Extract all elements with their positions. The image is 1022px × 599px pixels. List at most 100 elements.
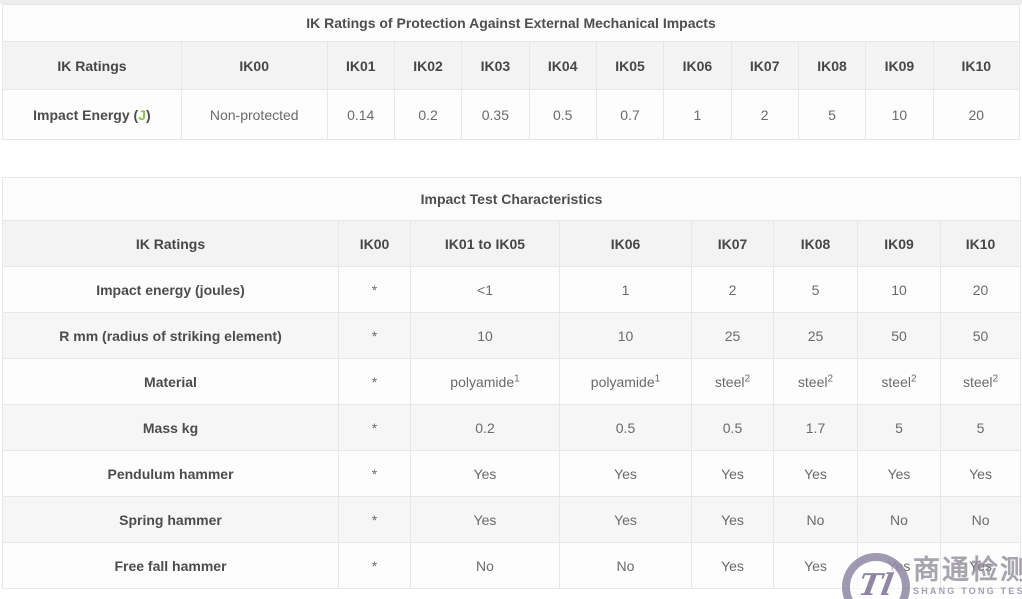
value-cell: 25 — [691, 312, 774, 359]
value-cell: <1 — [410, 266, 560, 313]
value-cell: polyamide1 — [410, 358, 560, 405]
header-cell: IK01 to IK05 — [410, 220, 560, 267]
value-cell: 1 — [559, 266, 692, 313]
row-label: Free fall hammer — [2, 542, 339, 589]
cell-text: polyamide — [450, 373, 515, 390]
value-cell: 20 — [932, 89, 1021, 140]
value-cell: 50 — [857, 312, 941, 359]
value-cell: 0.2 — [393, 89, 463, 140]
header-cell: IK09 — [865, 41, 934, 90]
value-cell: 20 — [939, 266, 1022, 313]
page-top-strip — [0, 0, 1022, 4]
ik-ratings-table: IK Ratings of Protection Against Externa… — [2, 4, 1021, 140]
header-cell: IK02 — [393, 41, 463, 90]
header-cell: IK10 — [932, 41, 1021, 90]
value-cell: * — [338, 542, 411, 589]
value-cell: steel2 — [939, 358, 1022, 405]
value-cell: Non-protected — [180, 89, 328, 140]
value-cell: 0.5 — [559, 404, 692, 451]
cell-text: steel — [714, 373, 745, 390]
cell-text: polyamide — [590, 373, 655, 390]
header-cell: IK08 — [797, 41, 867, 90]
table-row: Impact Energy (J) Non-protected 0.14 0.2 0.3… — [2, 89, 1021, 140]
value-cell: steel2 — [857, 358, 941, 405]
table2-header-row: IK Ratings IK00 IK01 to IK05 IK06 IK07 IK08 IK… — [2, 220, 1022, 267]
value-cell: 10 — [865, 89, 934, 140]
header-cell: IK09 — [857, 220, 941, 267]
value-cell: Yes — [559, 450, 692, 497]
header-cell: IK03 — [461, 41, 530, 90]
value-cell: 1 — [663, 89, 732, 140]
value-cell: * — [338, 266, 411, 313]
table-row: Impact energy (joules) * <1 1 2 5 10 20 — [2, 266, 1022, 313]
value-cell: No — [857, 496, 941, 543]
accent-text: J — [138, 106, 146, 123]
value-cell: 5 — [773, 266, 858, 313]
value-cell: No — [939, 496, 1022, 543]
cell-text: steel — [797, 373, 828, 390]
value-cell: No — [410, 542, 560, 589]
value-cell: * — [338, 312, 411, 359]
row-label: R mm (radius of striking element) — [2, 312, 339, 359]
value-cell: Yes — [691, 496, 774, 543]
value-cell: Yes — [559, 496, 692, 543]
value-cell: Yes — [773, 542, 858, 589]
value-cell: * — [338, 358, 411, 405]
value-cell: 1.7 — [773, 404, 858, 451]
header-cell: IK07 — [691, 220, 774, 267]
value-cell: Yes — [691, 542, 774, 589]
row-label: Impact Energy (J) — [2, 89, 182, 140]
value-cell: 10 — [559, 312, 692, 359]
table1-title: IK Ratings of Protection Against Externa… — [2, 4, 1020, 42]
value-cell: 2 — [730, 89, 799, 140]
table-row: R mm (radius of striking element) * 10 10 25… — [2, 312, 1022, 359]
footnote-marker: 1 — [514, 372, 520, 384]
value-cell: Yes — [773, 450, 858, 497]
footnote-marker: 1 — [654, 372, 661, 384]
header-cell: IK10 — [939, 220, 1022, 267]
header-cell: IK05 — [595, 41, 665, 90]
header-cell: IK Ratings — [2, 41, 182, 90]
value-cell: No — [559, 542, 692, 589]
impact-test-characteristics-table: Impact Test Characteristics IK Ratings IK… — [1, 177, 1022, 589]
header-cell: IK06 — [559, 220, 692, 267]
value-cell: Yes — [857, 450, 941, 497]
value-cell: steel2 — [773, 358, 858, 405]
cell-text: steel — [962, 373, 993, 390]
value-cell: Yes — [939, 450, 1022, 497]
value-cell: Yes — [691, 450, 774, 497]
table2-body: Impact energy (joules) * <1 1 2 5 10 20 R mm (ra… — [2, 266, 1022, 589]
table2-title-row: Impact Test Characteristics — [1, 177, 1022, 221]
header-cell: IK07 — [730, 41, 799, 90]
value-cell: 5 — [939, 404, 1022, 451]
footnote-marker: 2 — [911, 372, 917, 384]
table2-title: Impact Test Characteristics — [1, 177, 1022, 221]
table-row: Mass kg * 0.2 0.5 0.5 1.7 5 5 — [2, 404, 1022, 451]
row-label: Mass kg — [2, 404, 339, 451]
row-label: Material — [2, 358, 339, 405]
value-cell: 0.7 — [595, 89, 665, 140]
value-cell: 0.35 — [461, 89, 530, 140]
row-label: Impact energy (joules) — [2, 266, 339, 313]
value-cell: 0.5 — [691, 404, 774, 451]
value-cell: polyamide1 — [559, 358, 692, 405]
table1-body: Impact Energy (J) Non-protected 0.14 0.2 0.3… — [2, 89, 1021, 140]
header-cell: IK04 — [528, 41, 597, 90]
value-cell: * — [338, 496, 411, 543]
value-cell: 25 — [773, 312, 858, 359]
value-cell: 0.14 — [326, 89, 395, 140]
page-content: IK Ratings of Protection Against Externa… — [0, 4, 1022, 599]
value-cell: 0.5 — [528, 89, 597, 140]
header-cell: IK01 — [326, 41, 395, 90]
value-cell: 10 — [410, 312, 560, 359]
value-cell: * — [338, 450, 411, 497]
value-cell: 5 — [797, 89, 867, 140]
header-cell: IK00 — [180, 41, 328, 90]
header-cell: IK Ratings — [2, 220, 339, 267]
footnote-marker: 2 — [827, 372, 834, 384]
value-cell: steel2 — [691, 358, 774, 405]
table-row: Pendulum hammer * Yes Yes Yes Yes Yes Yes — [2, 450, 1022, 497]
value-cell: 50 — [939, 312, 1022, 359]
label-text: Impact Energy ( — [33, 106, 139, 123]
value-cell: Yes — [410, 450, 560, 497]
